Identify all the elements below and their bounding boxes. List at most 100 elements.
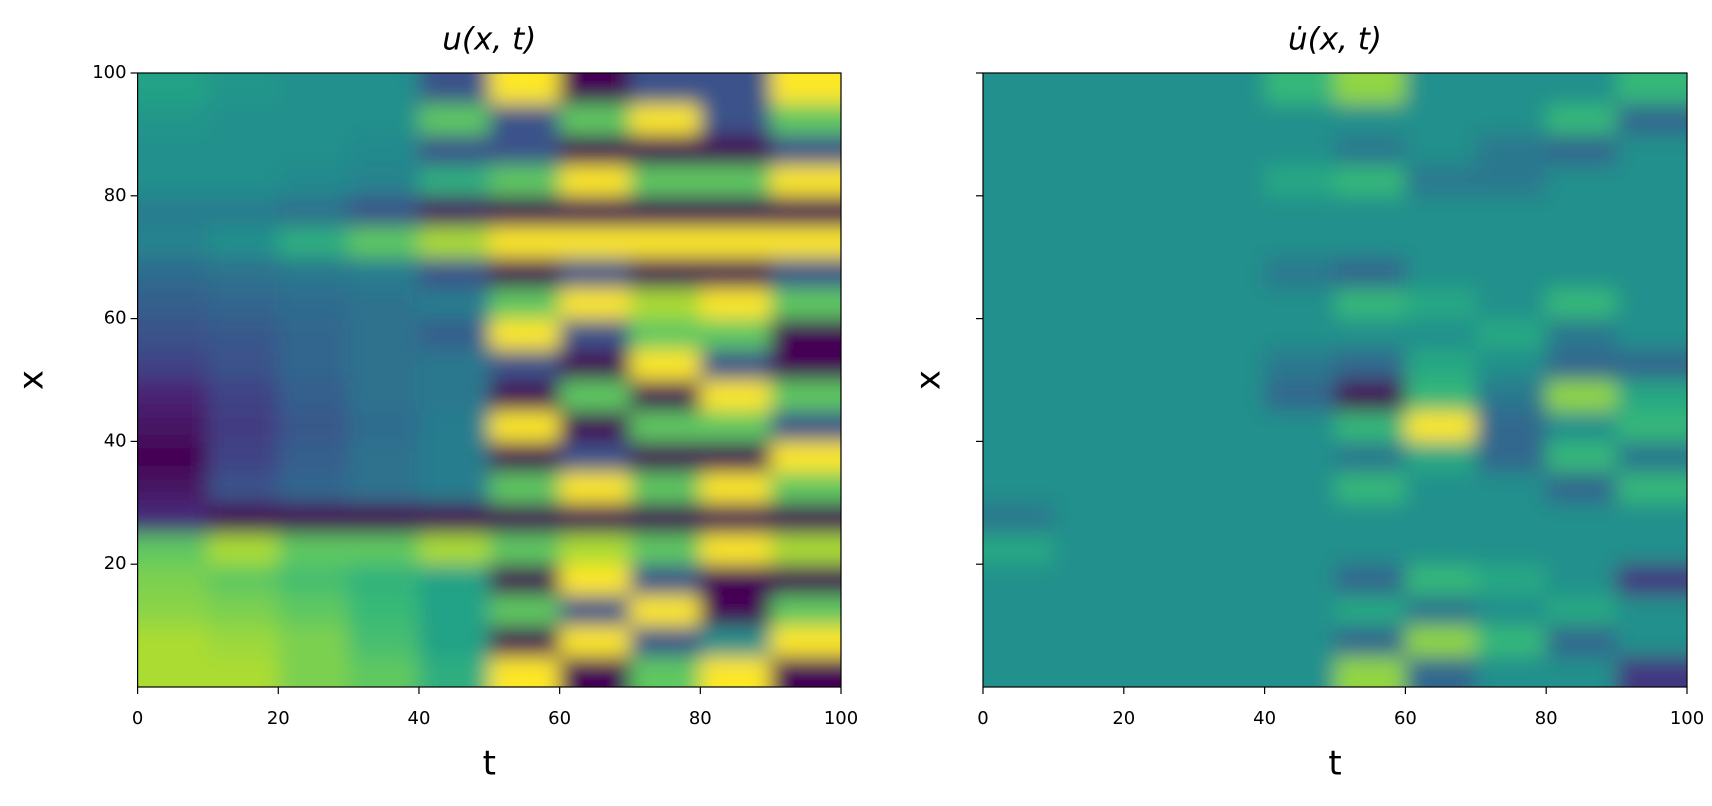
heatmap-cell bbox=[1053, 441, 1125, 473]
heatmap-cell bbox=[1264, 441, 1336, 473]
heatmap-cell bbox=[700, 625, 772, 657]
heatmap-cell bbox=[1053, 195, 1125, 227]
heatmap-cell bbox=[278, 73, 350, 105]
heatmap-cell bbox=[1475, 349, 1547, 381]
heatmap-cell bbox=[1475, 533, 1547, 565]
heatmap-cell bbox=[207, 380, 279, 412]
heatmap-cell bbox=[348, 533, 420, 565]
heatmap-cell bbox=[983, 594, 1054, 627]
x-tick-label: 100 bbox=[824, 708, 858, 729]
heatmap-cell bbox=[1405, 625, 1477, 657]
heatmap-cell bbox=[348, 73, 420, 105]
heatmap bbox=[137, 73, 842, 687]
heatmap-cell bbox=[1405, 165, 1477, 197]
heatmap-cell bbox=[1335, 287, 1406, 320]
heatmap-cell bbox=[700, 318, 772, 350]
heatmap-cell bbox=[1264, 349, 1336, 381]
heatmap-cell bbox=[418, 533, 490, 565]
plot-frame bbox=[982, 72, 1688, 688]
heatmap-cell bbox=[1123, 73, 1195, 105]
heatmap-cell bbox=[1335, 318, 1406, 350]
heatmap-cell bbox=[770, 134, 842, 166]
heatmap-cell bbox=[629, 318, 701, 350]
heatmap-cell bbox=[348, 410, 420, 442]
heatmap-cell bbox=[1264, 594, 1336, 627]
heatmap-cell bbox=[700, 502, 772, 534]
heatmap-cell bbox=[559, 472, 631, 504]
heatmap-cell bbox=[207, 533, 279, 565]
heatmap-cell bbox=[983, 195, 1054, 227]
heatmap-cell bbox=[1546, 103, 1618, 135]
heatmap-cell bbox=[489, 472, 561, 504]
heatmap-cell bbox=[1264, 226, 1336, 258]
heatmap-cell bbox=[418, 287, 490, 320]
heatmap-cell bbox=[418, 318, 490, 350]
heatmap-cell bbox=[1475, 380, 1547, 412]
heatmap-cell bbox=[1475, 656, 1547, 687]
heatmap-cell bbox=[489, 257, 561, 289]
heatmap-cell bbox=[1264, 287, 1336, 320]
y-tick-label: 20 bbox=[104, 553, 127, 574]
heatmap-cell bbox=[1123, 165, 1195, 197]
heatmap-cell bbox=[137, 594, 209, 627]
heatmap-cell bbox=[1194, 380, 1266, 412]
heatmap-cell bbox=[629, 625, 701, 657]
heatmap-cell bbox=[629, 73, 701, 105]
heatmap-cell bbox=[1405, 502, 1477, 534]
heatmap-cell bbox=[137, 73, 209, 105]
heatmap-cell bbox=[1194, 656, 1266, 687]
heatmap-cell bbox=[278, 380, 350, 412]
heatmap-cell bbox=[207, 287, 279, 320]
heatmap-cell bbox=[1616, 165, 1687, 197]
heatmap-cell bbox=[559, 410, 631, 442]
heatmap-cell bbox=[1475, 564, 1547, 596]
heatmap-cell bbox=[1475, 165, 1547, 197]
heatmap-cell bbox=[770, 103, 842, 135]
heatmap-cell bbox=[418, 564, 490, 596]
heatmap-cell bbox=[207, 656, 279, 687]
heatmap-cell bbox=[983, 226, 1054, 258]
heatmap-cell bbox=[770, 380, 842, 412]
heatmap-cell bbox=[559, 349, 631, 381]
heatmap-cell bbox=[1123, 441, 1195, 473]
heatmap-cell bbox=[629, 195, 701, 227]
heatmap-cell bbox=[348, 441, 420, 473]
heatmap-cell bbox=[348, 226, 420, 258]
heatmap-cell bbox=[137, 195, 209, 227]
heatmap-cell bbox=[1123, 502, 1195, 534]
heatmap-cell bbox=[983, 502, 1054, 534]
heatmap-cell bbox=[770, 472, 842, 504]
heatmap-cell bbox=[1053, 410, 1125, 442]
heatmap-cell bbox=[1053, 380, 1125, 412]
heatmap-cell bbox=[489, 502, 561, 534]
heatmap-cell bbox=[418, 594, 490, 627]
heatmap-cell bbox=[1546, 257, 1618, 289]
heatmap-cell bbox=[700, 349, 772, 381]
heatmap-cell bbox=[1475, 502, 1547, 534]
heatmap-cell bbox=[1546, 73, 1618, 105]
heatmap-cell bbox=[700, 441, 772, 473]
y-tick-label: 60 bbox=[104, 308, 127, 329]
heatmap-cell bbox=[629, 564, 701, 596]
heatmap-cell bbox=[559, 594, 631, 627]
x-tick-label: 100 bbox=[1670, 708, 1704, 729]
heatmap-cell bbox=[348, 594, 420, 627]
heatmap-cell bbox=[137, 380, 209, 412]
heatmap-cell bbox=[559, 656, 631, 687]
x-axis-label: t bbox=[483, 744, 496, 784]
heatmap-cell bbox=[1546, 349, 1618, 381]
heatmap-cell bbox=[1123, 410, 1195, 442]
heatmap-cell bbox=[700, 165, 772, 197]
heatmap-cell bbox=[1405, 349, 1477, 381]
heatmap-cell bbox=[418, 165, 490, 197]
heatmap-cell bbox=[770, 502, 842, 534]
heatmap-cell bbox=[1546, 594, 1618, 627]
heatmap-cell bbox=[207, 165, 279, 197]
heatmap-cell bbox=[1616, 73, 1687, 105]
heatmap-cell bbox=[1123, 103, 1195, 135]
heatmap-cell bbox=[418, 195, 490, 227]
heatmap-cell bbox=[1616, 195, 1687, 227]
heatmap-cell bbox=[418, 257, 490, 289]
heatmap-cell bbox=[1123, 594, 1195, 627]
heatmap-cell bbox=[207, 625, 279, 657]
